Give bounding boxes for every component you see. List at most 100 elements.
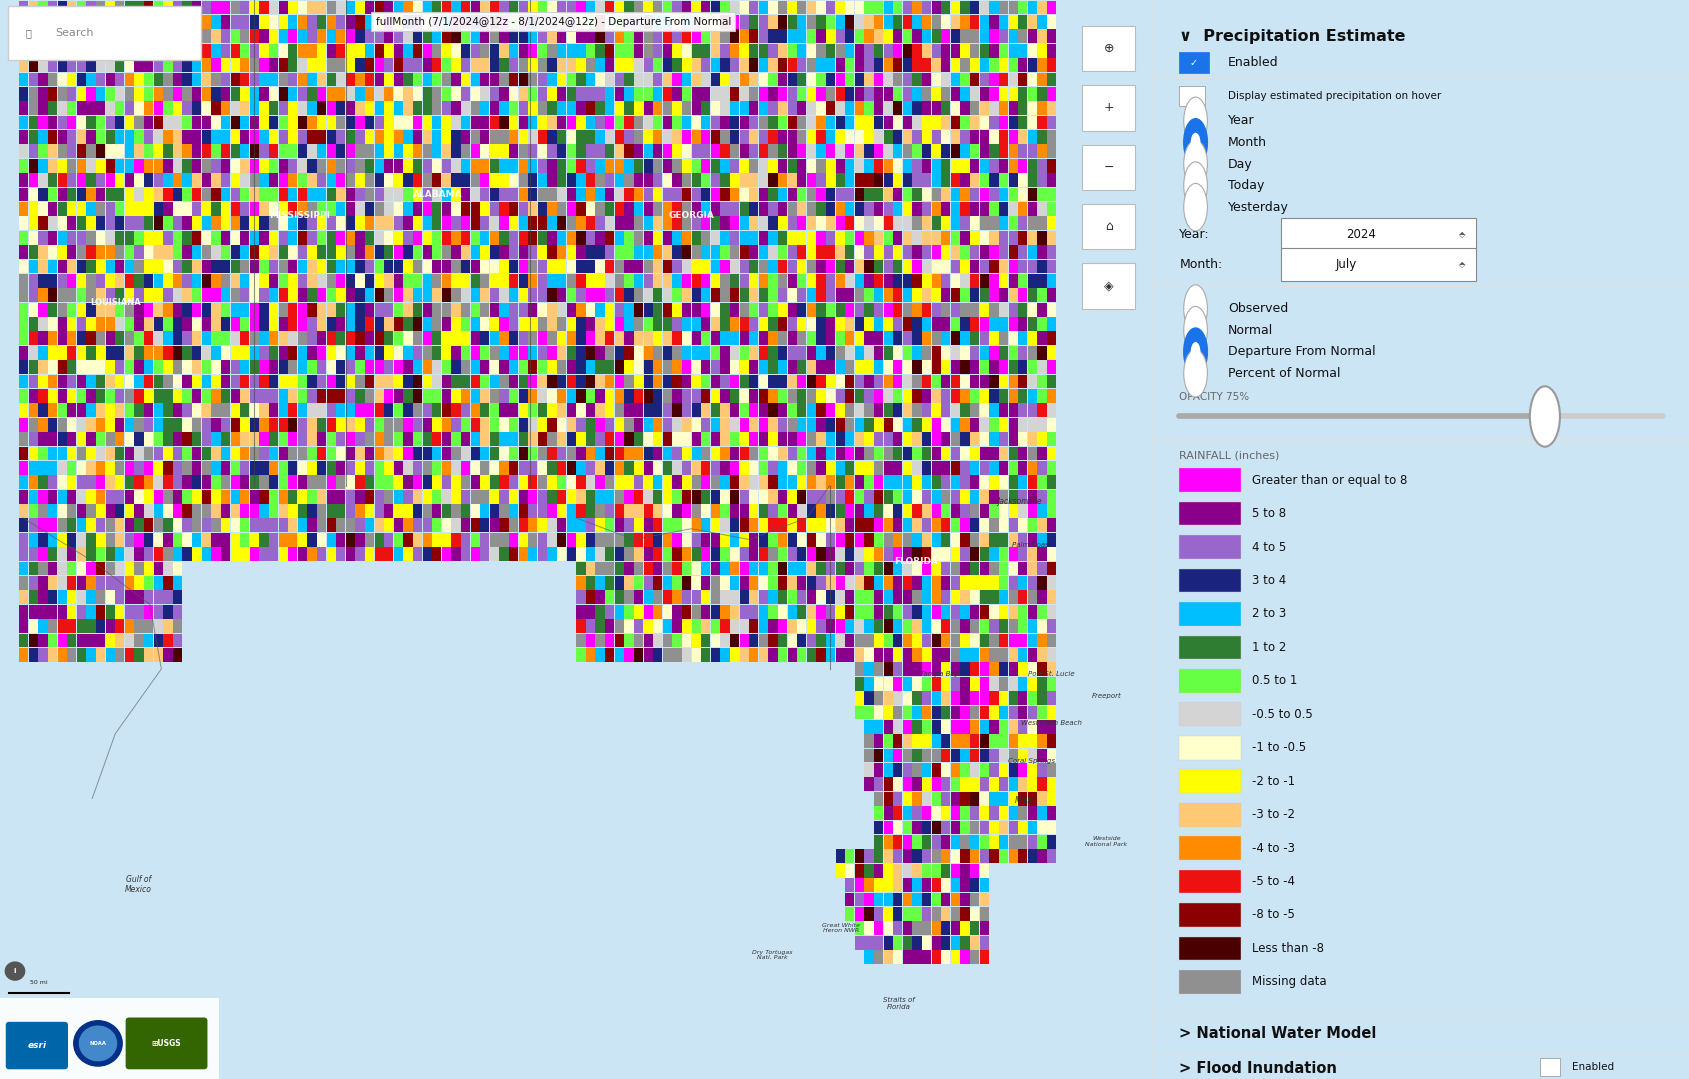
Bar (106, 260, 115, 273)
Bar (297, 433, 307, 446)
Bar (1017, 590, 1027, 604)
Bar (230, 202, 240, 216)
Bar (279, 390, 287, 402)
Bar (701, 590, 709, 604)
Bar (86, 648, 96, 661)
Bar (797, 418, 806, 432)
Bar (221, 404, 230, 418)
Bar (172, 44, 182, 57)
Bar (988, 274, 998, 288)
Text: LOUISIANA: LOUISIANA (90, 298, 140, 306)
Bar (623, 619, 633, 633)
Bar (748, 562, 758, 575)
Bar (258, 317, 269, 331)
Bar (566, 331, 576, 345)
Bar (844, 864, 855, 877)
Bar (951, 806, 959, 820)
Bar (844, 115, 855, 129)
Bar (96, 360, 105, 374)
Bar (47, 533, 57, 547)
Bar (269, 374, 279, 388)
Bar (566, 533, 576, 547)
Bar (787, 131, 796, 144)
Bar (998, 763, 1008, 777)
Bar (106, 131, 115, 144)
Bar (855, 519, 863, 532)
Bar (806, 303, 816, 316)
Bar (615, 562, 623, 575)
Bar (529, 360, 537, 374)
Bar (633, 44, 644, 57)
Bar (768, 231, 777, 245)
Bar (711, 590, 720, 604)
Bar (258, 390, 269, 402)
Bar (644, 590, 652, 604)
Bar (1017, 44, 1027, 57)
Bar (365, 433, 373, 446)
Bar (701, 87, 709, 100)
Bar (287, 404, 297, 418)
Bar (193, 115, 201, 129)
Bar (115, 390, 125, 402)
Bar (826, 433, 834, 446)
Bar (959, 476, 969, 489)
Bar (941, 433, 949, 446)
Bar (615, 260, 623, 273)
Bar (365, 346, 373, 359)
Bar (893, 547, 902, 561)
Bar (164, 390, 172, 402)
Bar (164, 288, 172, 302)
Bar (576, 476, 584, 489)
Bar (144, 404, 154, 418)
Bar (529, 58, 537, 72)
Bar (96, 303, 105, 316)
Bar (931, 188, 941, 202)
Bar (125, 447, 133, 461)
Bar (135, 547, 144, 561)
Bar (902, 44, 912, 57)
Bar (797, 619, 806, 633)
Bar (644, 476, 652, 489)
Bar (39, 87, 47, 100)
Bar (605, 317, 615, 331)
Bar (144, 87, 154, 100)
Bar (461, 115, 470, 129)
Bar (287, 360, 297, 374)
Bar (346, 317, 355, 331)
Bar (355, 374, 365, 388)
Bar (662, 159, 672, 173)
Text: > Flood Inundation: > Flood Inundation (1179, 1061, 1336, 1076)
Bar (922, 921, 931, 935)
Bar (519, 374, 527, 388)
Bar (490, 231, 498, 245)
Bar (1045, 374, 1056, 388)
Bar (19, 174, 29, 187)
Bar (432, 231, 441, 245)
Bar (682, 288, 691, 302)
Bar (566, 461, 576, 475)
Bar (76, 519, 86, 532)
Bar (529, 159, 537, 173)
Bar (1017, 821, 1027, 834)
Bar (595, 476, 605, 489)
Text: Enabled: Enabled (1228, 56, 1277, 69)
Bar (1008, 447, 1017, 461)
Bar (873, 562, 883, 575)
Bar (959, 159, 969, 173)
Bar (355, 317, 365, 331)
Bar (115, 303, 125, 316)
Bar (740, 447, 748, 461)
Bar (240, 404, 250, 418)
Bar (1037, 174, 1045, 187)
Bar (969, 892, 978, 906)
Bar (365, 447, 373, 461)
Bar (86, 360, 96, 374)
Bar (902, 692, 912, 705)
Bar (865, 72, 873, 86)
Bar (988, 720, 998, 734)
Bar (748, 101, 758, 115)
Bar (346, 404, 355, 418)
Bar (537, 174, 547, 187)
Bar (480, 274, 490, 288)
Bar (691, 404, 701, 418)
